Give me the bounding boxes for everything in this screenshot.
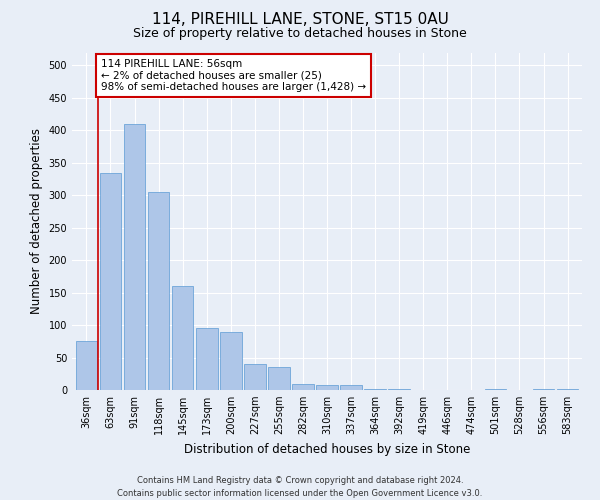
- Bar: [148, 192, 169, 390]
- Bar: [340, 385, 362, 390]
- Bar: [316, 385, 338, 390]
- Bar: [244, 364, 266, 390]
- X-axis label: Distribution of detached houses by size in Stone: Distribution of detached houses by size …: [184, 442, 470, 456]
- Bar: [172, 286, 193, 390]
- Y-axis label: Number of detached properties: Number of detached properties: [30, 128, 43, 314]
- Bar: [220, 332, 242, 390]
- Bar: [196, 328, 218, 390]
- Bar: [100, 172, 121, 390]
- Bar: [268, 368, 290, 390]
- Bar: [124, 124, 145, 390]
- Text: 114, PIREHILL LANE, STONE, ST15 0AU: 114, PIREHILL LANE, STONE, ST15 0AU: [152, 12, 448, 28]
- Text: Contains HM Land Registry data © Crown copyright and database right 2024.
Contai: Contains HM Land Registry data © Crown c…: [118, 476, 482, 498]
- Bar: [364, 388, 386, 390]
- Text: Size of property relative to detached houses in Stone: Size of property relative to detached ho…: [133, 28, 467, 40]
- Bar: [557, 388, 578, 390]
- Bar: [292, 384, 314, 390]
- Bar: [76, 342, 97, 390]
- Bar: [388, 388, 410, 390]
- Text: 114 PIREHILL LANE: 56sqm
← 2% of detached houses are smaller (25)
98% of semi-de: 114 PIREHILL LANE: 56sqm ← 2% of detache…: [101, 59, 366, 92]
- Bar: [533, 388, 554, 390]
- Bar: [485, 388, 506, 390]
